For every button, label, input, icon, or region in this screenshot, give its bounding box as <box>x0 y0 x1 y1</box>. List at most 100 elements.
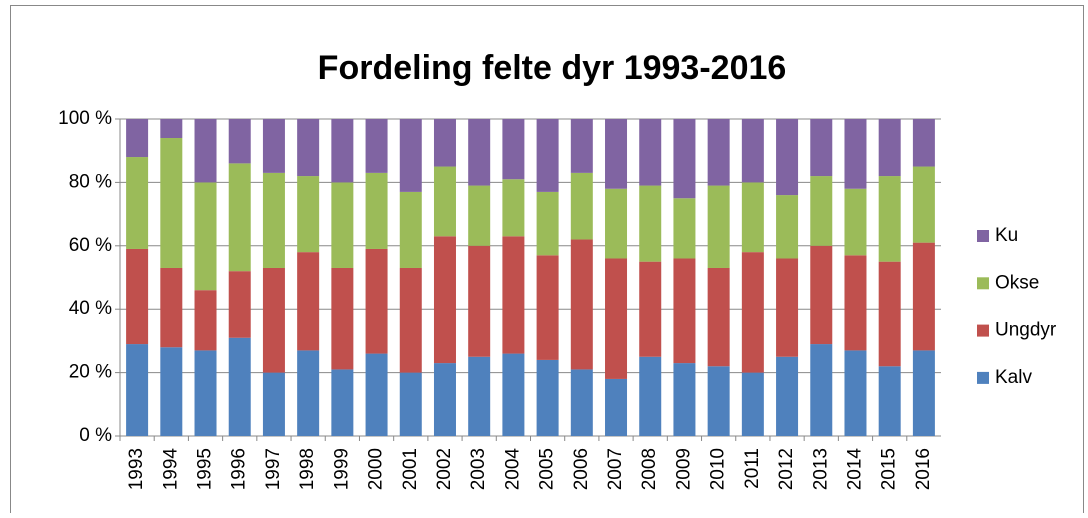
bar-segment <box>810 344 833 436</box>
x-tick-label: 2006 <box>571 448 592 490</box>
bar-segment <box>844 255 867 351</box>
legend-label: Kalv <box>995 367 1032 388</box>
bar-segment <box>605 119 628 189</box>
x-tick-label: 2013 <box>810 448 831 490</box>
bar-segment <box>160 119 183 139</box>
bar-segment <box>160 138 183 268</box>
bar-segment <box>468 356 491 436</box>
bar-segment <box>912 350 935 436</box>
bar-segment <box>331 182 354 268</box>
x-tick-label: 2010 <box>708 448 729 490</box>
bar-segment <box>297 350 320 436</box>
bar-segment <box>399 191 422 268</box>
bar-segment <box>741 182 764 253</box>
bar-segment <box>673 258 696 364</box>
bar-segment <box>776 119 799 196</box>
bar-segment <box>844 119 867 189</box>
bar-segment <box>570 369 593 436</box>
y-tick-label: 100 % <box>58 108 112 129</box>
bar-segment <box>399 119 422 192</box>
bar-segment <box>878 366 901 436</box>
bar-segment <box>810 176 833 246</box>
bar-segment <box>605 258 628 379</box>
bar-segment <box>536 119 559 192</box>
bar-segment <box>331 369 354 436</box>
x-tick-label: 1997 <box>263 448 284 490</box>
bar-segment <box>707 185 730 268</box>
x-tick-label: 2011 <box>742 448 763 489</box>
x-tick-label: 1999 <box>331 448 352 490</box>
bar-segment <box>399 267 422 373</box>
x-tick-label: 1996 <box>229 448 250 490</box>
x-tick-label: 2001 <box>400 448 421 490</box>
x-tick-label: 2007 <box>605 448 626 490</box>
x-tick-label: 2000 <box>366 448 387 490</box>
bar-segment <box>194 350 217 436</box>
bar-segment <box>228 163 251 272</box>
bar-segment <box>810 119 833 177</box>
x-tick-label: 2008 <box>639 448 660 490</box>
bar-segment <box>331 119 354 183</box>
bar-segment <box>776 356 799 436</box>
bar-segment <box>399 372 422 436</box>
bar-segment <box>262 119 285 173</box>
bar-segment <box>776 258 799 357</box>
bar-segment <box>433 363 456 436</box>
legend-label: Ku <box>995 225 1018 246</box>
bar-segment <box>297 176 320 253</box>
bar-segment <box>605 378 628 436</box>
bar-segment <box>536 255 559 360</box>
legend-label: Ungdyr <box>995 320 1057 341</box>
bar-segment <box>570 239 593 370</box>
bar-segment <box>262 372 285 436</box>
bar-segment <box>297 119 320 177</box>
bar-segment <box>126 344 149 436</box>
bar-segment <box>605 188 628 259</box>
bar-segment <box>365 353 388 436</box>
bar-segment <box>673 198 696 259</box>
bar-segment <box>878 261 901 367</box>
bar-segment <box>639 261 662 357</box>
x-tick-label: 2016 <box>913 448 934 490</box>
bar-segment <box>536 359 559 436</box>
bar-segment <box>126 248 149 345</box>
x-tick-label: 2004 <box>502 448 523 491</box>
bar-segment <box>365 248 388 354</box>
bar-segment <box>844 188 867 256</box>
bar-segment <box>878 176 901 262</box>
y-tick-label: 0 % <box>79 425 112 446</box>
bar-segment <box>502 236 525 354</box>
bar-segment <box>126 157 149 249</box>
bar-segment <box>912 119 935 167</box>
bar-segment <box>639 119 662 186</box>
bar-segment <box>262 172 285 268</box>
bar-segment <box>468 245 491 357</box>
x-tick-label: 1994 <box>160 448 181 491</box>
bar-segment <box>639 185 662 262</box>
bar-segment <box>673 363 696 436</box>
bar-segment <box>468 185 491 246</box>
legend-swatch <box>977 230 989 242</box>
bar-segment <box>502 179 525 237</box>
bar-segment <box>707 366 730 436</box>
bar-segment <box>741 252 764 373</box>
bar-segment <box>126 119 149 158</box>
bar-segment <box>194 119 217 183</box>
bar-segment <box>262 267 285 373</box>
x-tick-label: 2015 <box>879 448 900 490</box>
x-tick-label: 2003 <box>468 448 489 490</box>
bar-segment <box>707 267 730 367</box>
bar-segment <box>502 119 525 180</box>
bar-segment <box>673 119 696 199</box>
bar-segment <box>844 350 867 436</box>
bar-segment <box>297 252 320 351</box>
x-tick-label: 2014 <box>844 448 865 491</box>
bar-segment <box>912 166 935 243</box>
x-tick-label: 2005 <box>537 448 558 490</box>
bar-segment <box>741 372 764 436</box>
bar-segment <box>228 337 251 436</box>
legend-swatch <box>977 277 989 290</box>
y-tick-label: 60 % <box>69 235 112 256</box>
bar-segment <box>160 267 183 348</box>
bar-segment <box>810 245 833 345</box>
